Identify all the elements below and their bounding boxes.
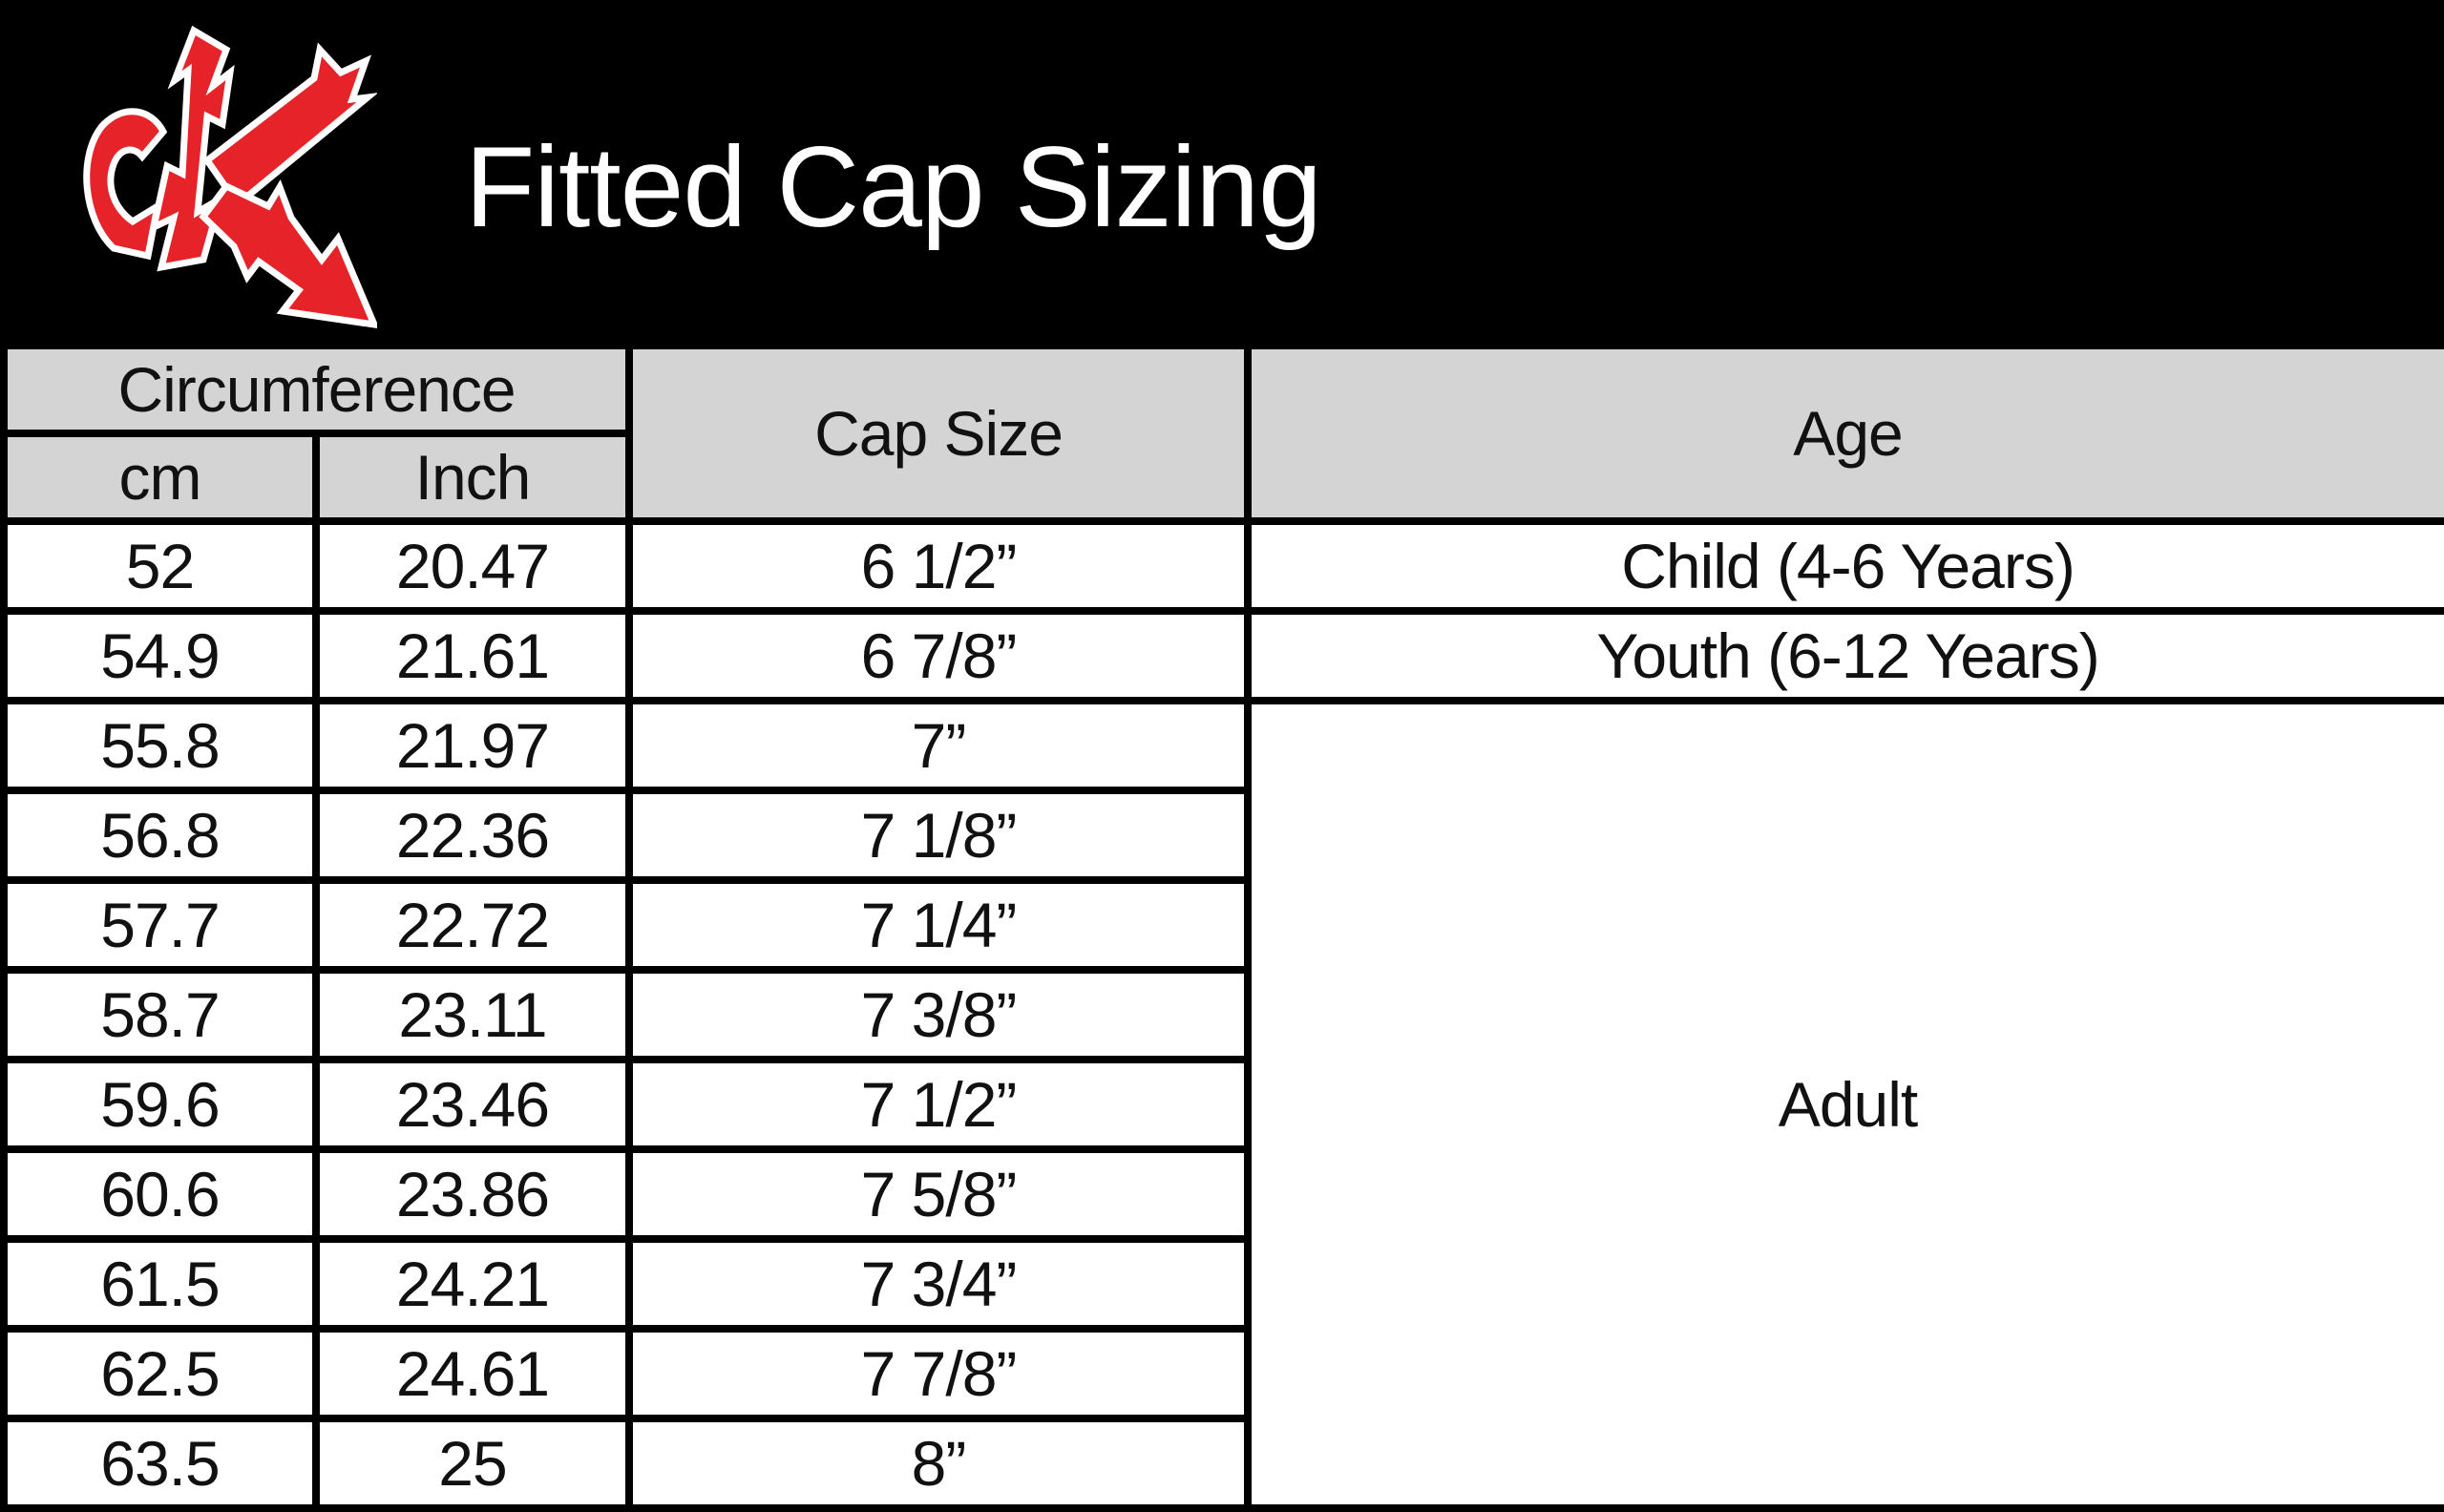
table-row: 62.5 24.61 7 7/8” (0, 1325, 2444, 1422)
cell-cap-size: 8” (625, 1415, 1253, 1512)
table-header: Circumference Cap Size Age cm Inch (0, 342, 2444, 525)
cell-cm: 61.5 (0, 1235, 320, 1333)
cell-age: Youth (6-12 Years) (1244, 607, 2444, 704)
cell-cm: 57.7 (0, 876, 320, 974)
cell-inch: 25 (311, 1415, 634, 1512)
cell-inch: 23.86 (311, 1145, 634, 1243)
cell-cm: 54.9 (0, 607, 320, 704)
cell-inch: 20.47 (311, 517, 634, 615)
table-row: 59.6 23.46 7 1/2” (0, 1056, 2444, 1153)
col-header-inch: Inch (311, 430, 634, 525)
header-row-units: cm Inch (0, 430, 2444, 525)
cell-cm: 63.5 (0, 1415, 320, 1512)
page-title: Fitted Cap Sizing (465, 123, 1322, 251)
cell-age-adult: Adult (1244, 697, 2444, 1512)
cell-inch: 24.61 (311, 1325, 634, 1422)
col-header-cm: cm (0, 430, 320, 525)
table-row: 61.5 24.21 7 3/4” (0, 1235, 2444, 1333)
cell-cm: 60.6 (0, 1145, 320, 1243)
cell-cap-size: 7 1/2” (625, 1056, 1253, 1153)
col-header-age: Age (1244, 342, 2444, 525)
table-row: 63.5 25 8” (0, 1415, 2444, 1512)
cell-cap-size: 7 1/8” (625, 787, 1253, 884)
table-row: 58.7 23.11 7 3/8” (0, 966, 2444, 1063)
col-header-circumference: Circumference (0, 342, 634, 437)
cell-cap-size: 6 7/8” (625, 607, 1253, 704)
table-body: 52 20.47 6 1/2” Child (4-6 Years) 54.9 2… (0, 517, 2444, 1512)
cell-inch: 23.46 (311, 1056, 634, 1153)
cell-cm: 52 (0, 517, 320, 615)
cell-inch: 22.36 (311, 787, 634, 884)
table-row: 55.8 21.97 7” Adult (0, 697, 2444, 1512)
cell-cm: 62.5 (0, 1325, 320, 1422)
cell-inch: 21.97 (311, 697, 634, 794)
table-row: 60.6 23.86 7 5/8” (0, 1145, 2444, 1243)
cell-cm: 56.8 (0, 787, 320, 884)
header-row-top: Circumference Cap Size Age (0, 342, 2444, 525)
k-arrow-logo-icon (83, 25, 377, 328)
cell-cap-size: 7 3/8” (625, 966, 1253, 1063)
cell-cm: 58.7 (0, 966, 320, 1063)
cell-inch: 24.21 (311, 1235, 634, 1333)
table-row: 52 20.47 6 1/2” Child (4-6 Years) (0, 517, 2444, 615)
cell-cm: 55.8 (0, 697, 320, 794)
cap-sizing-table: Circumference Cap Size Age cm Inch 52 20… (0, 342, 2444, 1512)
cell-age: Child (4-6 Years) (1244, 517, 2444, 615)
cell-cap-size: 6 1/2” (625, 517, 1253, 615)
col-header-cap-size: Cap Size (625, 342, 1253, 525)
table-row: 56.8 22.36 7 1/8” (0, 787, 2444, 884)
cell-cap-size: 7 3/4” (625, 1235, 1253, 1333)
cell-inch: 22.72 (311, 876, 634, 974)
table-row: 54.9 21.61 6 7/8” Youth (6-12 Years) (0, 607, 2444, 704)
cell-inch: 21.61 (311, 607, 634, 704)
header-banner: Fitted Cap Sizing (0, 0, 2444, 342)
cell-inch: 23.11 (311, 966, 634, 1063)
cell-cm: 59.6 (0, 1056, 320, 1153)
table-row: 57.7 22.72 7 1/4” (0, 876, 2444, 974)
cell-cap-size: 7 5/8” (625, 1145, 1253, 1243)
cell-cap-size: 7 7/8” (625, 1325, 1253, 1422)
cell-cap-size: 7” (625, 697, 1253, 794)
cell-cap-size: 7 1/4” (625, 876, 1253, 974)
